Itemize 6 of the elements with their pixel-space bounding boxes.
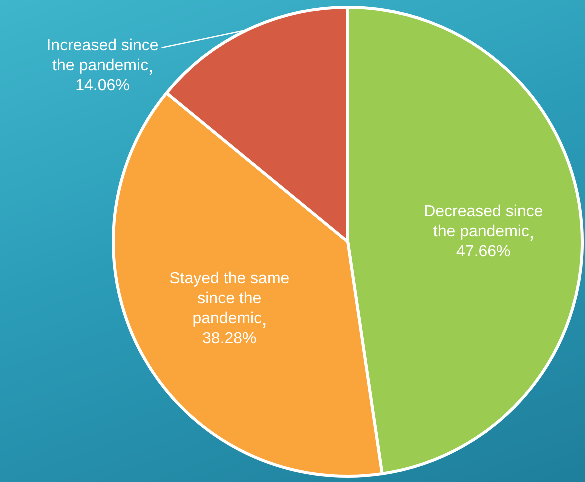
slice-label: Decreased since the pandemic — [424, 203, 544, 240]
slice-label: Increased since the pandemic — [46, 37, 159, 74]
data-label: 38.28% — [202, 330, 257, 348]
data-label: 47.66% — [456, 243, 511, 260]
data-label: 14.06% — [76, 77, 130, 94]
slice-label: Stayed the same since the pandemic — [170, 270, 290, 328]
